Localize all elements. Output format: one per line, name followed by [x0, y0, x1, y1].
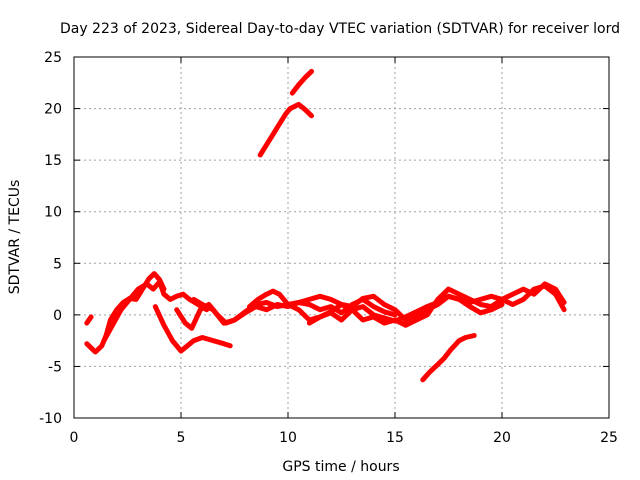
grid	[74, 57, 609, 418]
series-line-track-i	[257, 101, 314, 158]
y-tick-label: -5	[48, 359, 62, 375]
y-tick-label: 10	[44, 205, 62, 221]
series-line-track-h	[306, 293, 505, 326]
x-tick-label: 25	[600, 430, 618, 446]
x-tick-label: 10	[279, 430, 297, 446]
chart-title: Day 223 of 2023, Sidereal Day-to-day VTE…	[60, 21, 620, 37]
series-line-track-k	[420, 333, 477, 383]
series-line-track-j	[289, 68, 314, 96]
series-line-track-d	[152, 304, 233, 354]
x-tick-label: 15	[386, 430, 404, 446]
x-tick-label: 5	[177, 430, 186, 446]
y-tick-label: -10	[39, 411, 62, 427]
x-tick-label: 0	[70, 430, 79, 446]
y-tick-label: 25	[44, 50, 62, 66]
y-axis-label: SDTVAR / TECUs	[7, 180, 23, 295]
series-line-track-a	[84, 271, 167, 355]
x-axis-label: GPS time / hours	[282, 459, 399, 475]
y-tick-label: 5	[53, 256, 62, 272]
y-tick-label: 15	[44, 153, 62, 169]
series-line-track-g	[247, 283, 567, 328]
y-tick-label: 20	[44, 102, 62, 118]
tick-group: 0 5 10 15 20 25 -10 -5 0 5 10 15 20 25	[39, 50, 618, 446]
series-group	[84, 68, 567, 383]
series-line-track-c	[84, 314, 94, 326]
x-tick-label: 20	[493, 430, 511, 446]
y-tick-label: 0	[53, 308, 62, 324]
series-line-track-b	[101, 279, 210, 344]
plot-frame	[73, 56, 610, 419]
